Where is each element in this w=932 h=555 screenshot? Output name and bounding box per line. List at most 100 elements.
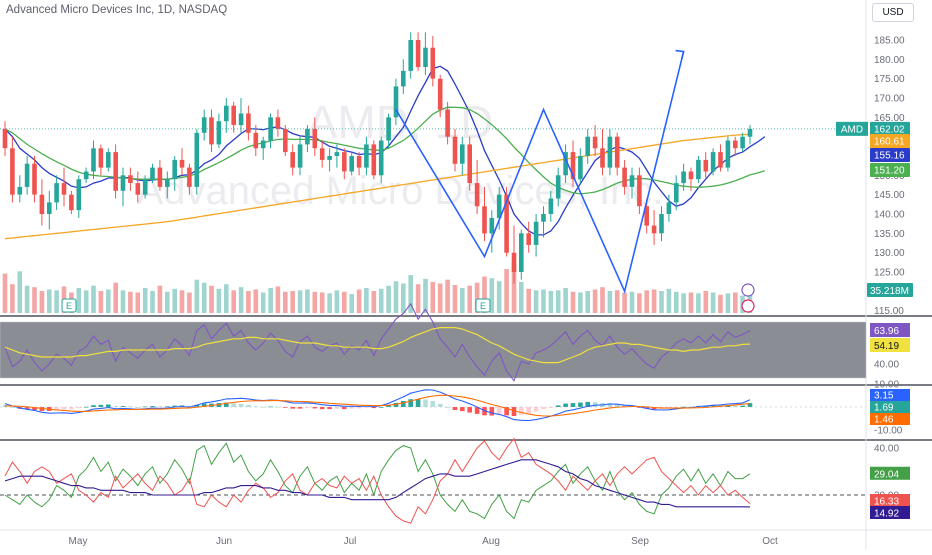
candle-body — [703, 159, 709, 172]
macd-hist-bar — [725, 405, 731, 407]
candle-body — [69, 194, 74, 211]
month-tick-label: Jul — [344, 536, 357, 547]
volume-bar — [135, 292, 141, 313]
dmi-label-bg — [870, 506, 910, 519]
candle-body — [305, 128, 310, 145]
volume-bar — [386, 285, 391, 313]
dividend-icon — [741, 299, 755, 313]
candle-body — [76, 179, 82, 211]
volume-bar — [378, 288, 384, 313]
candle-body — [570, 152, 576, 180]
macd-hist-bar — [386, 405, 391, 407]
macd-hist-bar — [570, 403, 576, 407]
candle-body — [209, 117, 214, 145]
price-label-value: 162.02 — [874, 124, 905, 135]
volume-bar — [563, 288, 568, 313]
candle-body — [585, 136, 590, 156]
macd-hist-bar — [747, 403, 753, 407]
price-tick-label: 185.00 — [874, 36, 905, 47]
candle-body — [445, 109, 450, 137]
candle-body — [253, 132, 259, 149]
macd-hist-bar — [342, 407, 347, 410]
macd-hist-bar — [445, 407, 450, 408]
candle-body — [393, 86, 399, 118]
candle-body — [674, 183, 679, 203]
candle-body — [246, 113, 251, 133]
macd-hist-bar — [98, 404, 104, 407]
volume-bar — [548, 291, 554, 313]
price-label-value: 160.61 — [874, 137, 905, 148]
macd-hist-bar — [135, 407, 141, 408]
price-tick-label: 125.00 — [874, 268, 905, 279]
volume-bar — [401, 283, 406, 313]
rsi-ma-label-bg — [870, 338, 910, 352]
price-label-bg — [870, 163, 910, 177]
volume-bar — [725, 293, 731, 313]
volume-bar — [489, 278, 495, 313]
price-label-bg — [870, 121, 910, 136]
macd-hist-bar — [637, 407, 642, 408]
candle-body — [437, 78, 443, 110]
volume-bar — [614, 290, 620, 313]
dmi-minus-line — [4, 437, 751, 524]
candle-body — [740, 136, 745, 149]
volume-bar — [408, 275, 413, 313]
volume-bar — [474, 282, 480, 313]
candle-body — [733, 140, 738, 149]
volume-bar — [142, 288, 148, 313]
volume-bar — [607, 291, 613, 313]
macd-hist-bar — [622, 405, 627, 407]
candle-body — [334, 152, 340, 156]
candle-body — [54, 183, 59, 203]
earnings-marker — [475, 298, 491, 313]
volume-bar — [2, 273, 8, 313]
macd-line — [4, 389, 751, 422]
volume-bar — [76, 288, 82, 313]
volume-bar — [482, 276, 487, 313]
candle-body — [526, 233, 531, 245]
macd-hist-bar — [740, 405, 745, 407]
candle-body — [172, 159, 177, 180]
macd-hist-bar — [253, 406, 259, 408]
macd-hist-bar — [10, 407, 15, 408]
volume-bar — [651, 289, 657, 313]
candle-body — [120, 175, 126, 191]
macd-hist-bar — [681, 406, 686, 408]
macd-hist-bar — [91, 405, 96, 407]
candle-body — [496, 194, 502, 218]
candle-body — [548, 198, 554, 214]
price-label-value: 155.16 — [874, 151, 905, 162]
macd-hist-bar — [401, 401, 406, 407]
volume-bar — [666, 288, 672, 313]
rsi-label-bg — [870, 323, 910, 337]
volume-bar — [710, 292, 716, 313]
volume-bar — [733, 292, 738, 313]
volume-bar — [423, 278, 428, 313]
volume-bar — [541, 289, 546, 313]
volume-bar — [216, 288, 222, 313]
macd-hist-bar — [349, 407, 354, 409]
macd-hist-bar — [260, 406, 266, 408]
price-label-value: 151.20 — [874, 166, 905, 177]
volume-bar — [460, 288, 465, 313]
price-tick-label: 115.00 — [874, 306, 904, 317]
currency-button[interactable]: USD — [872, 3, 914, 22]
candle-body — [312, 128, 318, 149]
price-tick-label: 135.00 — [874, 229, 905, 240]
macd-hist-bar — [106, 404, 111, 407]
macd-hist-bar — [128, 406, 133, 408]
macd-hist-bar — [393, 402, 399, 407]
macd-hist-bar — [201, 403, 207, 407]
macd-hist-bar — [733, 405, 738, 407]
macd-hist-bar — [511, 407, 517, 416]
candle-body — [10, 148, 15, 195]
volume-bar — [157, 285, 163, 313]
macd-hist-bar — [364, 407, 369, 408]
macd-hist-bar — [76, 407, 82, 409]
candle-body — [408, 40, 413, 71]
candle-body — [319, 148, 325, 160]
candle-body — [415, 40, 421, 68]
volume-bar — [467, 285, 472, 313]
candle-body — [614, 136, 620, 168]
macd-hist-bar — [231, 403, 236, 407]
